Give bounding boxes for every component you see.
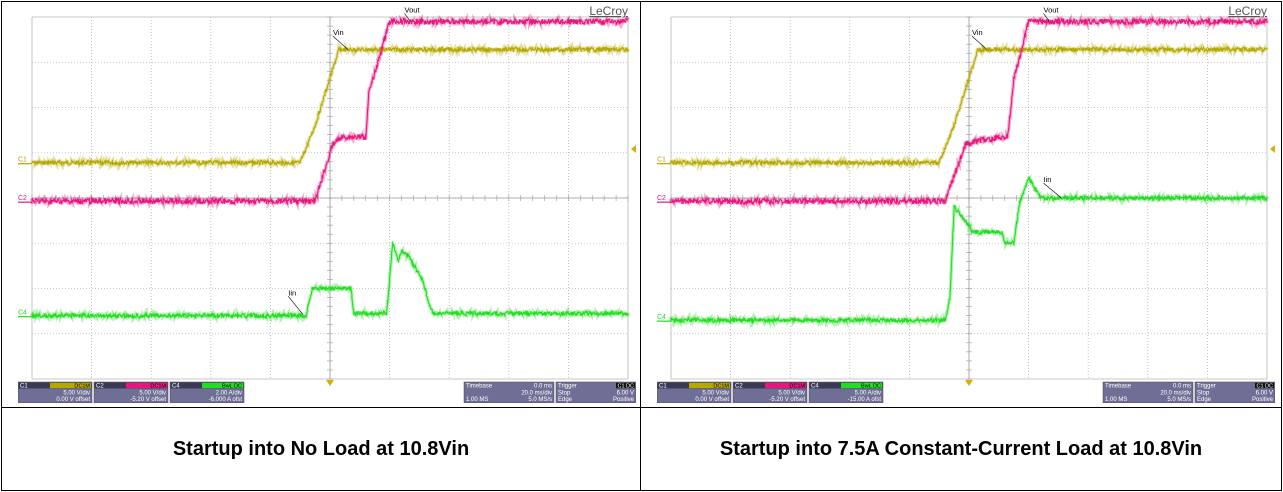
channel-scale: 5.00 V/div <box>702 391 729 397</box>
channel-offset: -15.00 A ofst <box>848 397 882 403</box>
channel-coupling: DC1M <box>789 384 805 390</box>
trace-label-vout: Vout <box>405 5 421 14</box>
timebase-samples: 1.00 MS <box>466 397 488 403</box>
channel-id: C4 <box>172 384 180 390</box>
channel-marker-c2: C2 <box>657 195 666 202</box>
timebase-samples: 1.00 MS <box>1105 397 1127 403</box>
oscilloscope-right: LeCroy C1 C2 C4 Vout Vin Iin C1 DC1M 5.00 V/div 0.… <box>656 4 1276 404</box>
channel-scale: 2.00 A/div <box>216 391 242 397</box>
timebase-delay: 0.0 ms <box>1173 384 1191 390</box>
timebase-delay: 0.0 ms <box>534 384 552 390</box>
trace-iin <box>670 176 1268 325</box>
channel-offset: 0.00 V offset <box>695 397 729 403</box>
trigger-time-marker <box>326 380 334 386</box>
trigger-mode: Stop <box>1197 391 1210 397</box>
channel-id: C1 <box>659 384 667 390</box>
trigger-level: 6.00 V <box>1256 391 1273 397</box>
channel-marker-c1: C1 <box>18 157 27 164</box>
trigger-type: Edge <box>558 397 573 403</box>
channel-scale: 5.00 V/div <box>63 391 90 397</box>
trigger-mode: Stop <box>558 391 571 397</box>
timebase-label: Timebase <box>1105 384 1132 390</box>
trigger-coupling: C1 DC <box>617 384 634 390</box>
oscilloscope-left: LeCroy C1 C2 C4 Vout Vin Iin C1 DC1M 5.00 V/div 0.… <box>17 4 637 404</box>
channel-marker-c4: C4 <box>18 310 27 317</box>
trace-vout <box>31 16 629 207</box>
trace-vin <box>670 45 1268 168</box>
trace-label-vin: Vin <box>972 28 983 37</box>
trace-vout <box>670 16 1268 207</box>
brand-logo: LeCroy <box>1228 5 1267 18</box>
trace-label-iin: Iin <box>288 288 296 297</box>
channel-coupling: BwL DC <box>222 384 242 390</box>
channel-coupling: BwL DC <box>861 384 881 390</box>
channel-scale: 5.00 V/div <box>139 391 166 397</box>
column-divider <box>640 1 641 491</box>
channel-marker-c4: C4 <box>657 314 666 321</box>
trace-iin <box>31 241 629 320</box>
trigger-label: Trigger <box>1197 384 1216 390</box>
trigger-level-marker <box>631 145 636 153</box>
channel-coupling: DC1M <box>74 384 90 390</box>
channel-coupling: DC1M <box>713 384 729 390</box>
trigger-box[interactable]: Trigger C1 DC Stop 6.00 V Edge Positive <box>555 381 637 404</box>
channel-offset: -5.20 V offset <box>769 397 805 403</box>
timebase-rate: 20.0 ms/div <box>521 391 552 397</box>
trace-label-vout: Vout <box>1044 5 1060 14</box>
trigger-type: Edge <box>1197 397 1212 403</box>
trace-vin <box>31 45 629 167</box>
trigger-slope: Positive <box>613 397 635 403</box>
channel-scale: 5.00 V/div <box>778 391 805 397</box>
caption-right: Startup into 7.5A Constant-Current Load … <box>719 438 1203 460</box>
trace-label-iin: Iin <box>1044 175 1052 184</box>
timebase-srate: 5.0 MS/s <box>1167 397 1191 403</box>
channel-box-c4[interactable]: C4 BwL DC2.00 A/div-6.000 A ofst <box>169 381 245 404</box>
channel-coupling: DC1M <box>150 384 166 390</box>
trigger-level: 6.00 V <box>617 391 634 397</box>
channel-scale: 5.00 A/div <box>855 391 881 397</box>
brand-logo: LeCroy <box>589 5 628 18</box>
channel-marker-c2: C2 <box>18 195 27 202</box>
timebase-label: Timebase <box>466 384 493 390</box>
trigger-box[interactable]: Trigger C1 DC Stop 6.00 V Edge Positive <box>1194 381 1276 404</box>
timebase-rate: 20.0 ms/div <box>1160 391 1191 397</box>
channel-marker-c1: C1 <box>657 157 666 164</box>
channel-id: C2 <box>735 384 743 390</box>
channel-offset: 0.00 V offset <box>56 397 90 403</box>
channel-offset: -6.000 A ofst <box>209 397 243 403</box>
channel-offset: -5.20 V offset <box>130 397 166 403</box>
timebase-srate: 5.0 MS/s <box>528 397 552 403</box>
trigger-coupling: C1 DC <box>1256 384 1273 390</box>
trigger-label: Trigger <box>558 384 577 390</box>
row-divider <box>1 407 1282 408</box>
channel-id: C4 <box>811 384 819 390</box>
grid <box>31 16 629 380</box>
trigger-slope: Positive <box>1252 397 1274 403</box>
trigger-level-marker <box>1270 145 1275 153</box>
trace-label-vin: Vin <box>333 28 344 37</box>
trigger-time-marker <box>965 380 973 386</box>
channel-id: C2 <box>96 384 104 390</box>
channel-box-c4[interactable]: C4 BwL DC5.00 A/div-15.00 A ofst <box>808 381 884 404</box>
caption-left: Startup into No Load at 10.8Vin <box>172 438 470 460</box>
channel-id: C1 <box>20 384 28 390</box>
